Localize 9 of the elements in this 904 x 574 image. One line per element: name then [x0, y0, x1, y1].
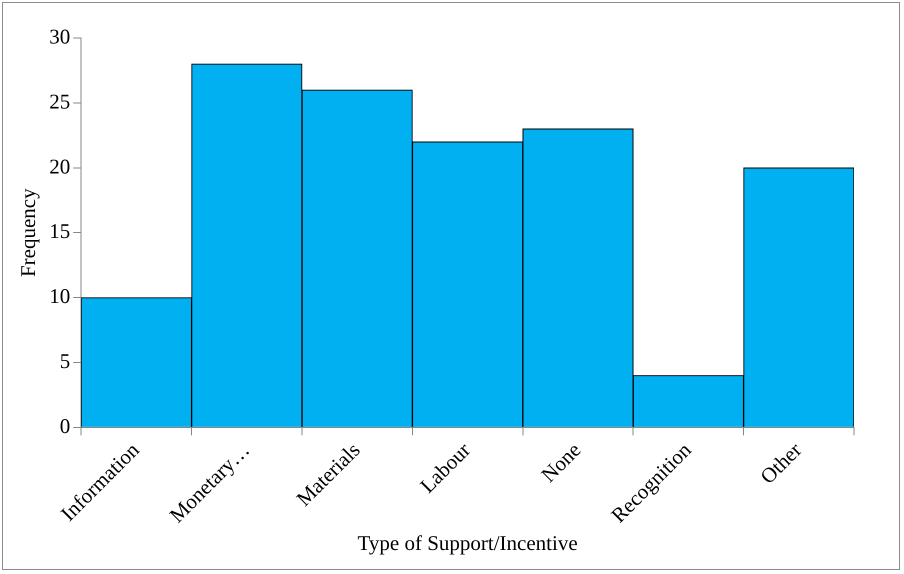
y-tick-label: 25: [49, 89, 70, 114]
x-axis-title: Type of Support/Incentive: [358, 530, 578, 555]
y-tick-label: 15: [49, 219, 70, 244]
y-tick-label: 10: [49, 284, 70, 308]
y-tick-label: 0: [60, 414, 70, 438]
y-axis-title: Frequency: [16, 188, 40, 278]
y-tick-label: 5: [60, 349, 70, 374]
y-tick-label: 30: [49, 24, 70, 49]
y-tick-label: 20: [49, 154, 70, 178]
